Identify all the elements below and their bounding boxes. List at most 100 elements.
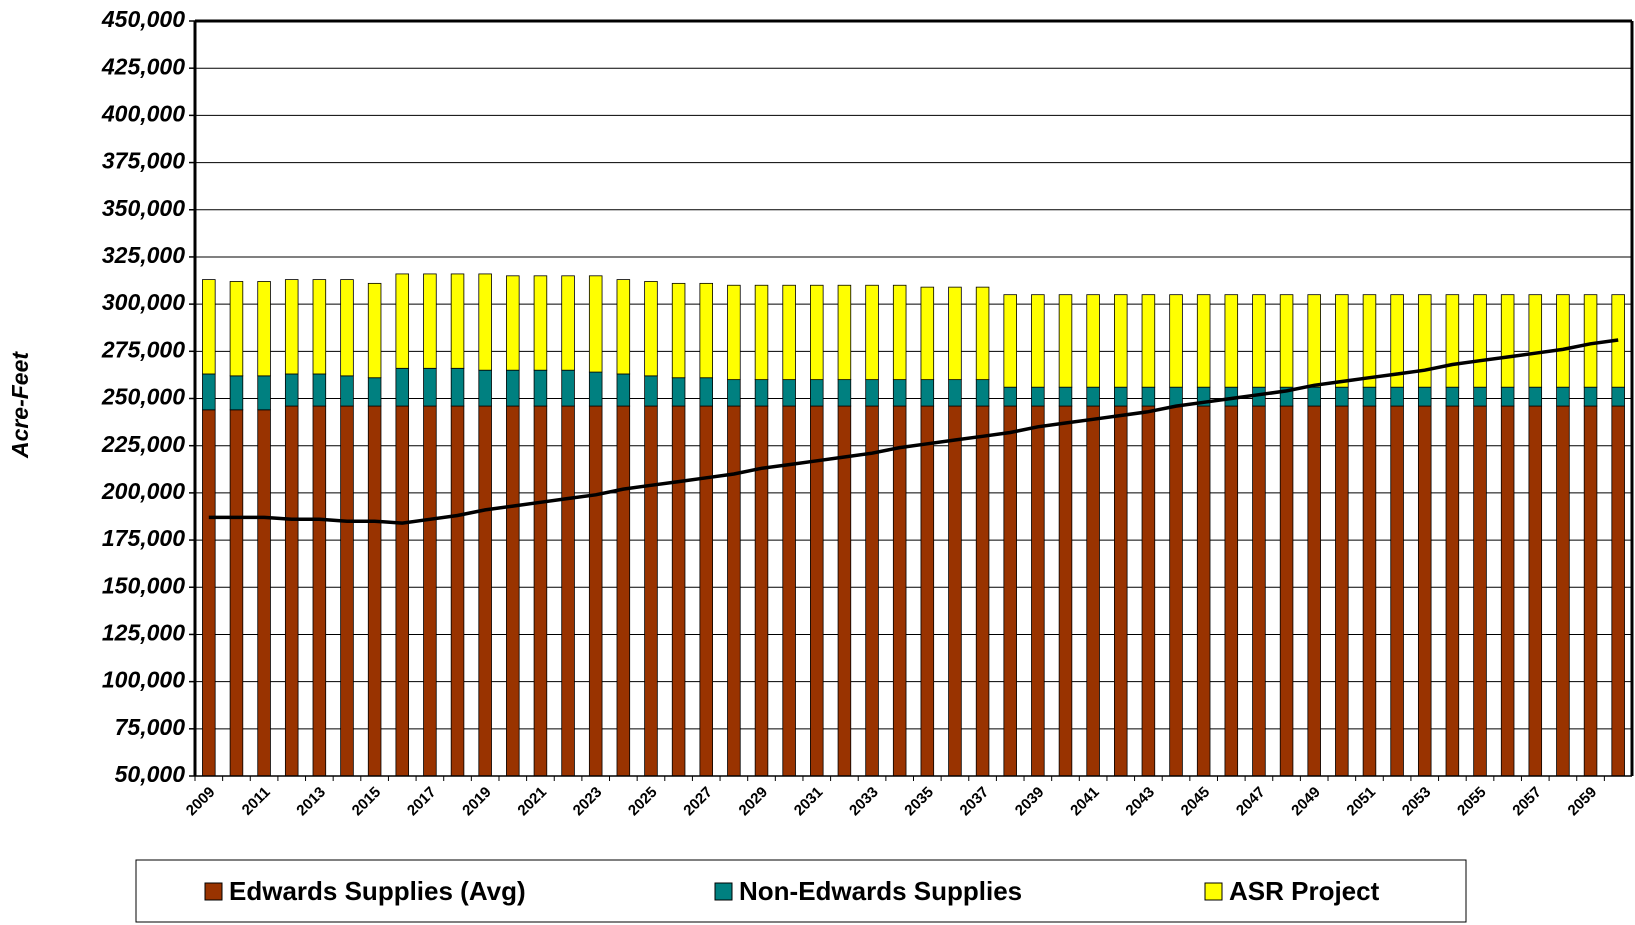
- bar-segment: [948, 379, 962, 407]
- x-tick-label: 2011: [239, 784, 274, 819]
- bar-segment: [257, 409, 271, 777]
- bar-segment: [395, 405, 410, 777]
- bar-segment: [1335, 405, 1349, 777]
- bar-segment: [395, 367, 410, 407]
- bar-segment: [920, 379, 935, 407]
- y-tick-label: 100,000: [102, 667, 185, 693]
- y-tick-label: 350,000: [102, 195, 185, 221]
- bar-segment: [1252, 405, 1266, 777]
- bar-segment: [1611, 405, 1625, 777]
- bar-segment: [837, 405, 852, 777]
- y-tick-label: 425,000: [101, 53, 185, 79]
- bar-segment: [423, 273, 437, 369]
- x-tick-label: 2015: [349, 784, 385, 820]
- bar-segment: [948, 405, 962, 777]
- bar-segment: [533, 369, 548, 407]
- bar-segment: [1473, 386, 1487, 407]
- bar-segment: [506, 275, 520, 371]
- bar-segment: [1003, 294, 1017, 388]
- bar-segment: [1058, 294, 1073, 388]
- legend-swatch: [204, 882, 223, 901]
- bar-segment: [312, 279, 327, 375]
- bar-segment: [616, 279, 631, 375]
- bar-segment: [1224, 294, 1239, 388]
- bar-segment: [1362, 294, 1377, 388]
- y-tick-label: 125,000: [102, 620, 185, 646]
- bar-segment: [671, 282, 686, 379]
- bar-segment: [837, 284, 852, 381]
- x-tick-label: 2021: [514, 784, 550, 820]
- legend-label: ASR Project: [1229, 876, 1380, 906]
- x-tick-label: 2009: [183, 784, 219, 820]
- x-tick-label: 2051: [1343, 784, 1379, 820]
- bar-segment: [727, 405, 741, 777]
- bar-segment: [1279, 405, 1294, 777]
- bar-segment: [1031, 386, 1045, 407]
- bar-segment: [699, 282, 713, 379]
- bar-segment: [1335, 386, 1349, 407]
- bar-segment: [229, 375, 244, 411]
- bar-segment: [340, 279, 354, 377]
- bar-segment: [1390, 405, 1404, 777]
- bar-segment: [754, 405, 769, 777]
- demand-line: [208, 338, 1619, 525]
- bar-segment: [340, 375, 354, 407]
- bar-segment: [478, 273, 492, 371]
- bar-segment: [1583, 405, 1598, 777]
- bar-segment: [1556, 386, 1570, 407]
- bar-segment: [754, 284, 769, 381]
- bar-segment: [395, 273, 410, 369]
- bar-segment: [257, 375, 271, 411]
- bar-segment: [1528, 405, 1543, 777]
- y-tick-label: 150,000: [102, 572, 185, 598]
- bar-segment: [865, 284, 879, 381]
- bar-segment: [284, 279, 299, 375]
- bar-segment: [257, 281, 271, 377]
- bar-segment: [1417, 386, 1432, 407]
- bar-segment: [810, 284, 824, 381]
- bar-segment: [644, 405, 658, 777]
- bar-segment: [865, 379, 879, 407]
- bar-segment: [699, 405, 713, 777]
- bar-segment: [892, 284, 907, 381]
- x-tick-label: 2029: [736, 784, 772, 820]
- bar-segment: [588, 371, 603, 407]
- bar-segment: [478, 405, 492, 777]
- y-tick-label: 400,000: [101, 100, 185, 126]
- y-tick-label: 275,000: [101, 336, 185, 362]
- bar-segment: [782, 405, 796, 777]
- bar-segment: [1445, 294, 1460, 388]
- bar-segment: [1307, 386, 1321, 407]
- bar-segment: [202, 409, 216, 777]
- bar-segment: [312, 373, 327, 407]
- bar-segment: [1445, 405, 1460, 777]
- bar-segment: [312, 405, 327, 777]
- x-tick-label: 2019: [459, 784, 495, 820]
- bar-segment: [865, 405, 879, 777]
- bar-segment: [1003, 405, 1017, 777]
- bar-segment: [1141, 405, 1156, 777]
- bar-segment: [975, 286, 990, 381]
- bar-segment: [1362, 405, 1377, 777]
- x-tick-label: 2039: [1012, 784, 1048, 820]
- x-tick-label: 2045: [1178, 784, 1214, 820]
- bar-segment: [727, 379, 741, 407]
- bar-segment: [1362, 386, 1377, 407]
- x-tick-label: 2059: [1565, 784, 1601, 820]
- legend-box: [135, 859, 1467, 923]
- bar-segment: [1141, 294, 1156, 388]
- bar-segment: [1169, 386, 1183, 407]
- bar-segment: [506, 405, 520, 777]
- bar-segment: [782, 284, 796, 381]
- y-tick-label: 450,000: [101, 6, 185, 32]
- bar-segment: [1528, 386, 1543, 407]
- x-tick-label: 2031: [791, 784, 827, 820]
- bar-segment: [202, 373, 216, 411]
- bar-segment: [671, 377, 686, 407]
- bar-segment: [671, 405, 686, 777]
- x-tick-label: 2047: [1233, 784, 1269, 820]
- bar-segment: [229, 281, 244, 377]
- bar-segment: [367, 377, 382, 407]
- bar-segment: [450, 405, 465, 777]
